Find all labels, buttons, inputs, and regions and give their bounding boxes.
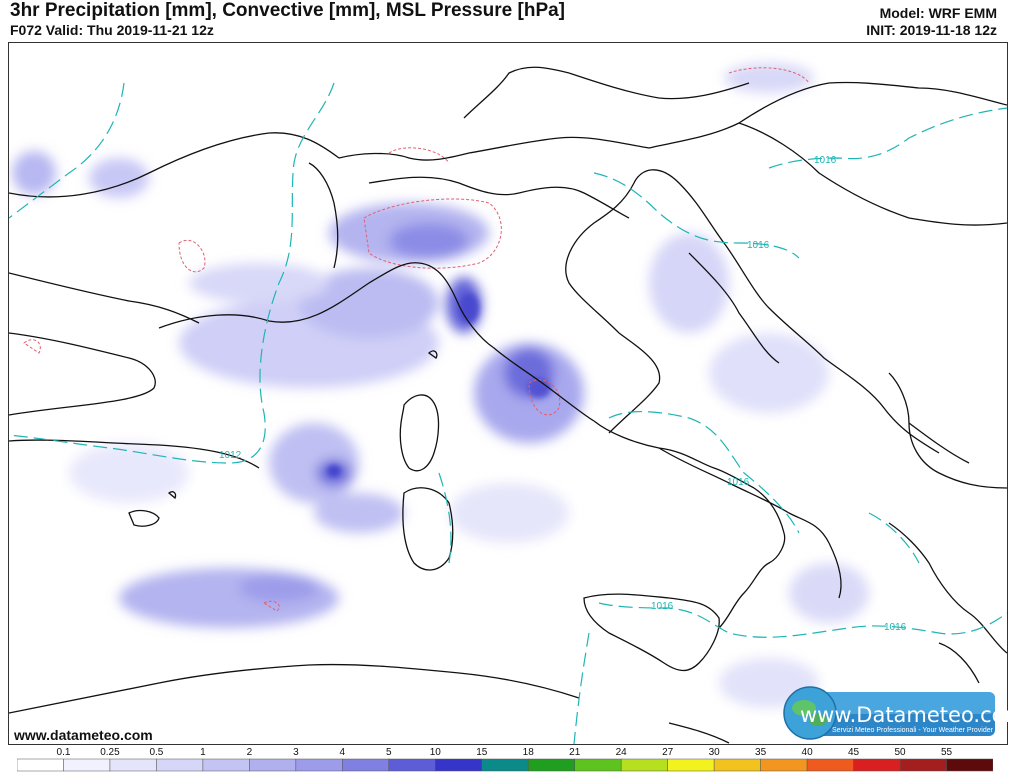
weather-map[interactable]: 1012 1016 1016 1016 1016 1016: [8, 42, 1008, 745]
scale-box: [63, 758, 111, 772]
scale-box: [760, 758, 808, 772]
scale-label: 21: [569, 747, 581, 758]
map-canvas: 1012 1016 1016 1016 1016 1016: [9, 63, 1007, 744]
isobar-label: 1016: [814, 155, 837, 166]
logo-text: www.Datameteo.com: [800, 703, 1011, 727]
scale-box: [946, 758, 993, 772]
header: 3hr Precipitation [mm], Convective [mm],…: [0, 0, 1011, 40]
scale-box: [17, 758, 64, 772]
isobar-label: 1016: [884, 622, 907, 633]
scale-box: [109, 758, 157, 772]
precip-colorscale: 0.1 0.25 0.5 1 2 3 4 5 10 15 18 21 24 27 30 35 40 45 50 55: [17, 747, 993, 772]
scale-box: [713, 758, 761, 772]
isobar-label: 1016: [651, 601, 674, 612]
scale-box: [435, 758, 483, 772]
isobar-labels: 1012 1016 1016 1016 1016 1016: [219, 155, 907, 633]
precipitation-field: [12, 63, 869, 708]
scale-box: [388, 758, 436, 772]
scale-box: [527, 758, 575, 772]
model-name: Model: WRF EMM: [879, 5, 997, 21]
isobar-label: 1016: [747, 240, 770, 251]
scale-label: 55: [941, 747, 953, 758]
scale-label: 35: [755, 747, 767, 758]
scale-label: 0.1: [57, 747, 71, 758]
logo-tagline: Servizi Meteo Professionali - Your Weath…: [832, 727, 993, 734]
isobar-label: 1012: [219, 450, 242, 461]
scale-label: 24: [616, 747, 628, 758]
scale-label: 50: [894, 747, 906, 758]
scale-box: [806, 758, 854, 772]
scale-box: [342, 758, 390, 772]
isobar-label: 1016: [727, 477, 750, 488]
scale-box: [481, 758, 529, 772]
scale-label: 1: [200, 747, 206, 758]
scale-label: 0.5: [149, 747, 163, 758]
scale-label: 2: [247, 747, 253, 758]
scale-box: [667, 758, 715, 772]
datameteo-logo[interactable]: [782, 686, 997, 740]
scale-box: [156, 758, 204, 772]
scale-label: 15: [476, 747, 488, 758]
valid-time: F072 Valid: Thu 2019-11-21 12z: [10, 22, 214, 38]
scale-label: 18: [523, 747, 535, 758]
scale-label: 3: [293, 747, 299, 758]
scale-label: 4: [340, 747, 346, 758]
website-link[interactable]: www.datameteo.com: [14, 727, 153, 743]
scale-label: 45: [848, 747, 860, 758]
scale-box: [202, 758, 250, 772]
scale-label: 27: [662, 747, 674, 758]
scale-label: 40: [802, 747, 814, 758]
scale-box: [620, 758, 668, 772]
scale-label: 30: [709, 747, 721, 758]
scale-boxes: [17, 758, 993, 772]
scale-label: 5: [386, 747, 392, 758]
scale-box: [249, 758, 297, 772]
init-time: INIT: 2019-11-18 12z: [866, 22, 997, 38]
isobars: [9, 82, 1007, 744]
convective-contours: [23, 67, 810, 612]
map-title: 3hr Precipitation [mm], Convective [mm],…: [10, 0, 566, 21]
scale-box: [295, 758, 343, 772]
scale-box: [899, 758, 947, 772]
scale-label: 0.25: [100, 747, 120, 758]
scale-label: 10: [430, 747, 442, 758]
scale-box: [853, 758, 901, 772]
scale-labels: 0.1 0.25 0.5 1 2 3 4 5 10 15 18 21 24 27 30 35 40 45 50 55: [57, 747, 953, 758]
scale-box: [574, 758, 622, 772]
coastlines: [9, 66, 1007, 744]
